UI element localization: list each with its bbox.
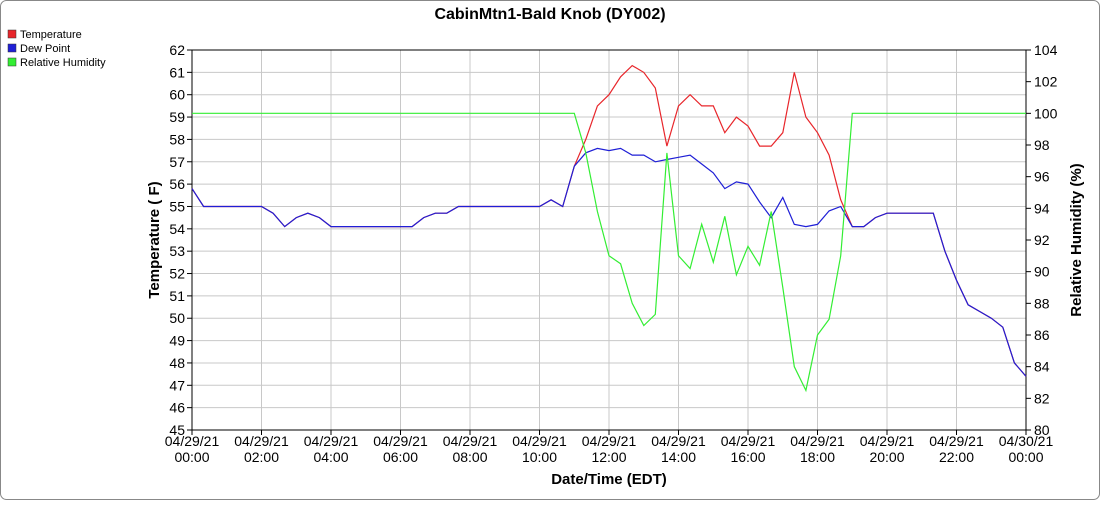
x-tick-time: 16:00 (730, 449, 765, 465)
x-tick-time: 22:00 (939, 449, 974, 465)
legend-label: Dew Point (20, 43, 70, 55)
y2-tick-label: 86 (1034, 327, 1050, 343)
legend-label: Temperature (20, 29, 82, 41)
x-tick-time: 06:00 (383, 449, 418, 465)
y-tick-label: 60 (169, 87, 185, 103)
y2-tick-label: 88 (1034, 295, 1050, 311)
x-tick-time: 04:00 (313, 449, 348, 465)
x-tick-date: 04/29/21 (234, 433, 289, 449)
x-tick-time: 08:00 (452, 449, 487, 465)
series-line (192, 112, 1026, 393)
x-tick-date: 04/29/21 (443, 433, 498, 449)
y-axis-title: Temperature ( F) (146, 181, 163, 298)
y-tick-label: 62 (169, 42, 185, 58)
y2-tick-label: 84 (1034, 359, 1050, 375)
x-tick-time: 00:00 (174, 449, 209, 465)
y2-tick-label: 104 (1034, 42, 1058, 58)
y2-tick-label: 100 (1034, 105, 1058, 121)
plot-frame (191, 49, 1027, 431)
y-tick-label: 49 (169, 333, 185, 349)
x-tick-date: 04/29/21 (860, 433, 915, 449)
y-tick-label: 55 (169, 198, 185, 214)
y2-tick-label: 96 (1034, 169, 1050, 185)
x-tick-date: 04/29/21 (721, 433, 776, 449)
x-tick-date: 04/29/21 (512, 433, 567, 449)
y-tick-label: 48 (169, 355, 185, 371)
x-tick-time: 02:00 (244, 449, 279, 465)
y-tick-label: 47 (169, 377, 185, 393)
y-tick-label: 58 (169, 131, 185, 147)
chart-title: CabinMtn1-Bald Knob (DY002) (434, 6, 665, 23)
x-tick-date: 04/29/21 (929, 433, 984, 449)
x-axis-title: Date/Time (EDT) (551, 471, 667, 488)
y2-tick-label: 98 (1034, 137, 1050, 153)
legend-label: Relative Humidity (20, 57, 106, 69)
x-tick-time: 12:00 (591, 449, 626, 465)
x-tick-time: 14:00 (661, 449, 696, 465)
x-tick-time: 00:00 (1008, 449, 1043, 465)
y2-tick-label: 82 (1034, 390, 1050, 406)
x-tick-date: 04/29/21 (790, 433, 845, 449)
y2-tick-label: 92 (1034, 232, 1050, 248)
x-tick-date: 04/29/21 (304, 433, 359, 449)
y2-axis-title: Relative Humidity (%) (1068, 163, 1085, 316)
x-tick-time: 18:00 (800, 449, 835, 465)
x-tick-date: 04/29/21 (165, 433, 220, 449)
y-tick-label: 59 (169, 109, 185, 125)
x-tick-date: 04/29/21 (582, 433, 637, 449)
y-tick-label: 51 (169, 288, 185, 304)
y2-tick-label: 90 (1034, 264, 1050, 280)
x-tick-time: 10:00 (522, 449, 557, 465)
x-tick-date: 04/29/21 (373, 433, 428, 449)
y-tick-label: 57 (169, 154, 185, 170)
legend-swatch (7, 57, 17, 67)
x-tick-date: 04/30/21 (999, 433, 1054, 449)
y-tick-label: 54 (169, 221, 185, 237)
x-tick-date: 04/29/21 (651, 433, 706, 449)
x-tick-time: 20:00 (869, 449, 904, 465)
y-tick-label: 53 (169, 243, 185, 259)
y-tick-label: 52 (169, 266, 185, 282)
y-tick-label: 56 (169, 176, 185, 192)
y-tick-label: 45 (169, 422, 185, 438)
y-tick-label: 61 (169, 64, 185, 80)
y2-tick-label: 94 (1034, 200, 1050, 216)
y2-tick-label: 102 (1034, 74, 1058, 90)
legend-swatch (7, 29, 17, 39)
legend-swatch (7, 43, 17, 53)
y2-tick-label: 80 (1034, 422, 1050, 438)
y-tick-label: 46 (169, 400, 185, 416)
series-line (191, 147, 1027, 377)
y-tick-label: 50 (169, 310, 185, 326)
